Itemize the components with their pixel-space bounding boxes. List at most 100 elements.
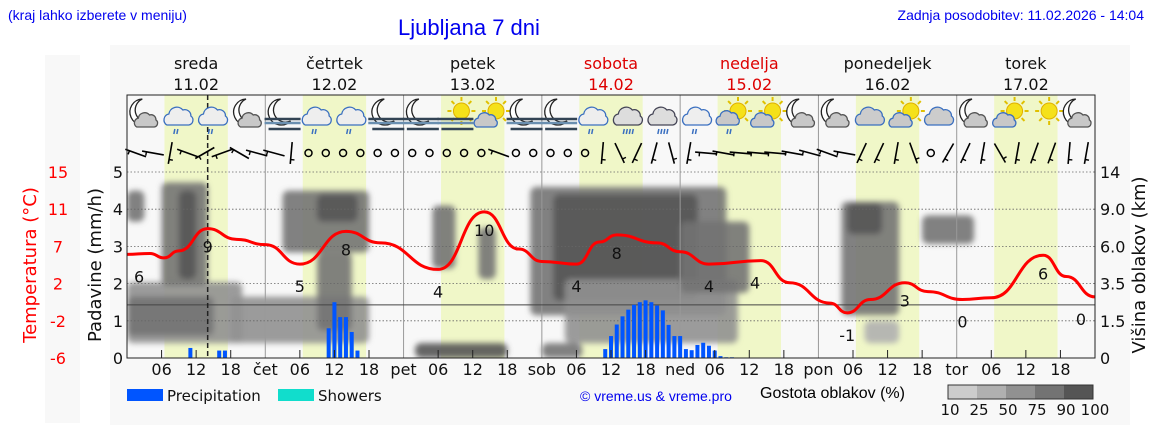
hour-tick: 18: [221, 360, 241, 379]
cloud-height-tick: 9.0: [1100, 200, 1125, 219]
rain-drop: [726, 128, 729, 135]
wind-barb-icon: [667, 142, 676, 164]
day-date: 16.02: [865, 75, 911, 94]
temp-axis-background: [45, 55, 80, 423]
wind-barb-flag: [687, 158, 692, 161]
rain-drop: [622, 128, 626, 135]
moon-fog-icon: [368, 98, 405, 131]
precipitation-bar: [649, 302, 654, 358]
precipitation-bar: [349, 331, 354, 358]
precipitation-bar: [655, 305, 660, 358]
hour-tick: 12: [601, 360, 621, 379]
cloud-shape: [301, 106, 332, 126]
rain-cloud-icon: [336, 106, 367, 135]
wind-barb-flag: [179, 150, 182, 155]
temperature-label: 8: [612, 244, 622, 263]
daylight-band: [994, 95, 1058, 358]
cloud-shape: [825, 112, 850, 128]
sun-ray: [1003, 100, 1009, 105]
wind-barb-flag: [673, 157, 678, 161]
wind-barb-icon: [686, 142, 692, 164]
sun-ray: [900, 100, 905, 105]
sun-ray: [485, 100, 490, 105]
sun-ray: [917, 117, 922, 122]
region-note: (kraj lahko izberete v meniju): [8, 7, 187, 23]
wind-barb-flag: [215, 155, 218, 160]
sun-cloud-icon: [992, 97, 1029, 128]
moon-fog-icon: [506, 98, 543, 131]
sun-cloud-icon: [888, 97, 925, 128]
cloud-density-tick: 50: [998, 401, 1017, 419]
precipitation-bar: [706, 345, 711, 358]
rain-cloud-icon: [163, 106, 194, 135]
cloud-shape: [473, 112, 498, 128]
wind-calm-icon: [321, 148, 331, 158]
wind-barb-flag: [818, 150, 822, 155]
cloud-density-tick: 10: [940, 401, 959, 419]
sun-ray: [917, 100, 922, 105]
wind-barb-flag: [622, 156, 627, 160]
cloud-shape: [1067, 112, 1092, 128]
cloud-density-tick: 100: [1081, 401, 1110, 419]
wind-barb-icon: [194, 146, 215, 160]
temp-axis-label: Temperatura (°C): [20, 187, 41, 344]
wind-calm-icon: [546, 148, 555, 158]
precipitation-bar: [632, 304, 637, 358]
hour-tick: 12: [1016, 360, 1036, 379]
wind-barb-flag: [944, 158, 949, 162]
wind-barb-icon: [695, 151, 718, 155]
wind-barb-flag: [198, 155, 202, 160]
cloud-shape: [963, 112, 988, 128]
day-name: sreda: [174, 54, 218, 73]
temp-tick: 7: [53, 237, 63, 256]
wind-calm-icon: [338, 148, 348, 158]
wind-barb-icon: [125, 148, 147, 158]
hour-tick: 18: [774, 360, 794, 379]
wind-barb-icon: [979, 142, 986, 164]
wind-barb-icon: [229, 146, 250, 160]
moon-cloud-icon: [820, 98, 850, 128]
temperature-label: 3: [900, 292, 910, 311]
wind-barb-icon: [488, 148, 510, 158]
precipitation-bar: [338, 317, 343, 358]
precipitation-bar: [326, 328, 331, 358]
sun-cloud-icon: [750, 97, 787, 128]
wind-barb-icon: [746, 151, 769, 155]
day-name: nedelja: [720, 54, 779, 73]
cloud-shape: [750, 112, 775, 128]
temp-tick: 11: [48, 200, 68, 219]
cloud-height-axis-label: Višina oblakov (km): [1129, 176, 1150, 353]
precipitation-bar: [701, 342, 706, 358]
precipitation-bar: [188, 347, 193, 358]
rain-cloud-icon: [681, 106, 713, 135]
wind-barb-icon: [712, 150, 735, 156]
wind-calm-icon: [511, 148, 521, 158]
rain-cloud-icon: [301, 106, 332, 135]
precip-tick: 4: [113, 200, 123, 219]
precipitation-bar: [660, 310, 665, 358]
rain-cloud-icon: [578, 106, 609, 135]
sun-ray: [778, 100, 784, 105]
wind-barb-flag: [784, 151, 787, 156]
cloud-density-swatch: [1006, 385, 1035, 399]
wind-barb-icon: [167, 142, 173, 164]
rain-drop: [660, 128, 663, 135]
temperature-line: [126, 210, 1096, 315]
hour-tick: 18: [497, 360, 517, 379]
day-name: sobota: [584, 54, 638, 73]
precipitation-bar: [217, 350, 222, 358]
precipitation-bar: [603, 349, 608, 358]
day-abbr-tick: sob: [528, 360, 556, 379]
precipitation-bar: [718, 356, 723, 358]
wind-barb-icon: [856, 142, 868, 164]
day-abbr-tick: čet: [253, 360, 278, 379]
precipitation-bar: [666, 324, 671, 358]
sun-ray: [1020, 100, 1026, 105]
credit-link[interactable]: © vreme.us & vreme.pro: [580, 388, 732, 404]
precipitation-bar: [332, 302, 337, 358]
wind-barb-flag: [875, 158, 880, 162]
temp-tick: -6: [50, 349, 66, 368]
precipitation-bar: [222, 350, 227, 358]
rain-drop: [173, 128, 176, 135]
precipitation-legend-label: Precipitation: [167, 387, 261, 405]
